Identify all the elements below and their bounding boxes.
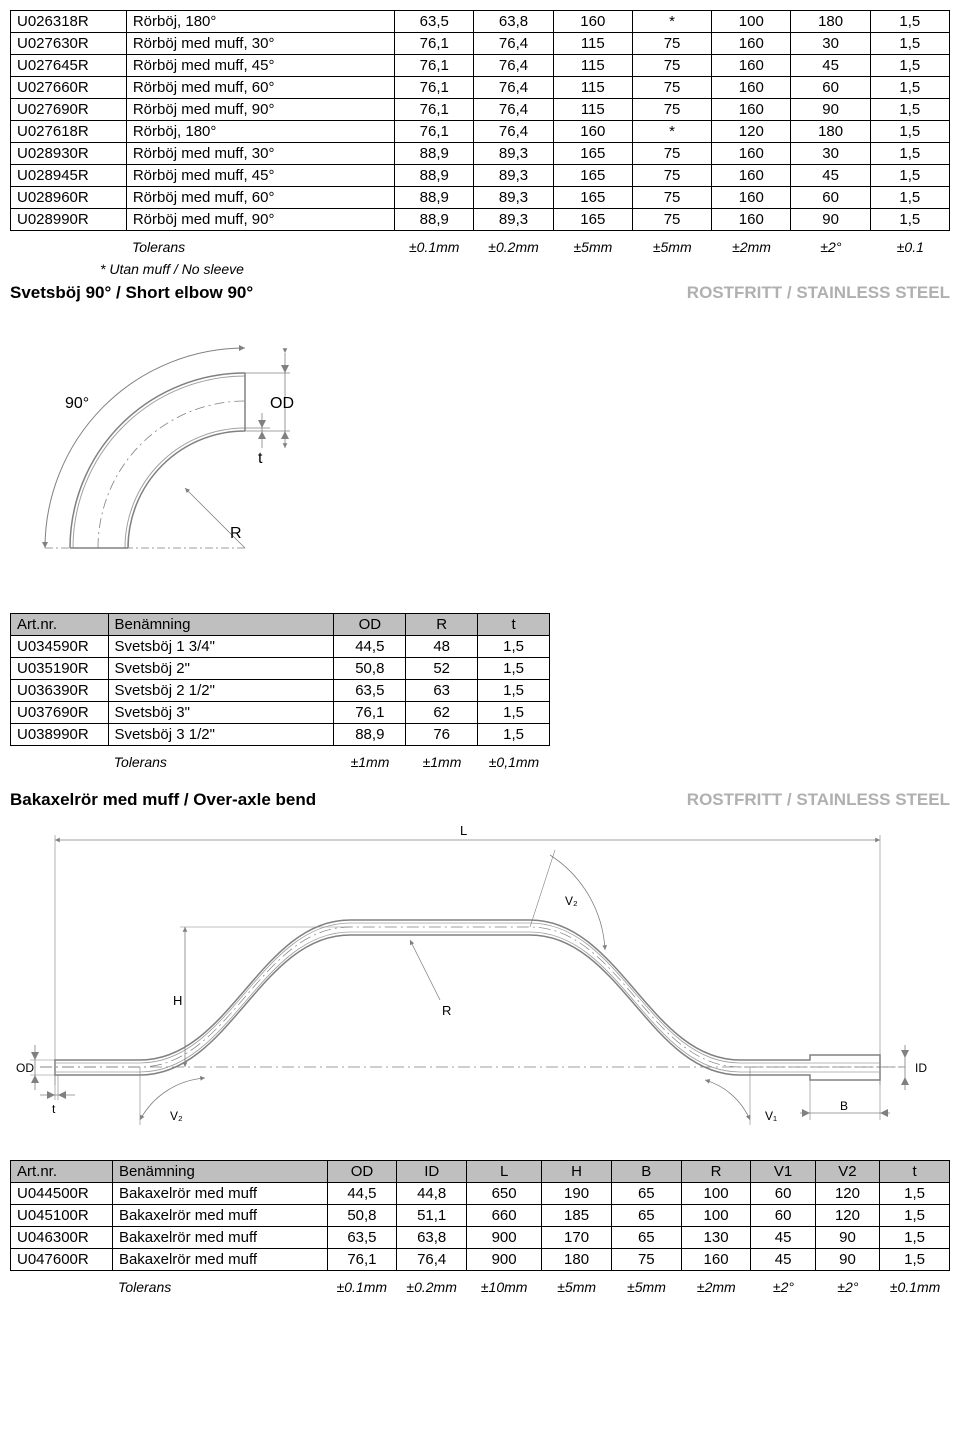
v2-label: V₂	[565, 894, 578, 908]
col-name: Benämning	[112, 1161, 327, 1183]
col-L: L	[467, 1161, 542, 1183]
table-row: U045100RBakaxelrör med muff50,851,166018…	[11, 1205, 950, 1227]
section-title-svetsboj: Svetsböj 90° / Short elbow 90° ROSTFRITT…	[10, 283, 950, 303]
od-label: OD	[270, 395, 294, 412]
table-row: U037690RSvetsböj 3"76,1621,5	[11, 702, 550, 724]
angle-label: 90°	[65, 395, 89, 412]
table-row: U034590RSvetsböj 1 3/4"44,5481,5	[11, 636, 550, 658]
table-row: U027630RRörböj med muff, 30°76,176,41157…	[11, 33, 950, 55]
r-label: R	[230, 525, 242, 542]
col-artnr: Art.nr.	[11, 1161, 113, 1183]
col-ID: ID	[397, 1161, 467, 1183]
table-row: U026318RRörböj, 180°63,563,8160*1001801,…	[11, 11, 950, 33]
id-label: ID	[915, 1061, 927, 1075]
col-H: H	[542, 1161, 612, 1183]
section-left-label: Svetsböj 90° / Short elbow 90°	[10, 283, 253, 303]
tolerans-label: Tolerans	[108, 750, 334, 772]
h-label: H	[173, 993, 182, 1008]
table-row: U027645RRörböj med muff, 45°76,176,41157…	[11, 55, 950, 77]
section-right-label: ROSTFRITT / STAINLESS STEEL	[687, 283, 950, 303]
col-artnr: Art.nr.	[11, 614, 109, 636]
t-label-2: t	[52, 1102, 56, 1116]
table-row: U027618RRörböj, 180°76,176,4160*1201801,…	[11, 121, 950, 143]
col-R: R	[681, 1161, 751, 1183]
col-name: Benämning	[108, 614, 334, 636]
table-row: U028945RRörböj med muff, 45°88,989,31657…	[11, 165, 950, 187]
tolerans-label: Tolerans	[112, 1275, 327, 1297]
table-row: U047600RBakaxelrör med muff76,176,490018…	[11, 1249, 950, 1271]
table-row: U046300RBakaxelrör med muff63,563,890017…	[11, 1227, 950, 1249]
v1-label: V₁	[765, 1109, 777, 1123]
r-label-2: R	[442, 1003, 451, 1018]
tolerans-row-1: Tolerans±0.1mm±0.2mm±5mm±5mm±2mm±2°±0.1	[10, 235, 950, 257]
table-row: U028930RRörböj med muff, 30°88,989,31657…	[11, 143, 950, 165]
table-svetsboj: Art.nr.BenämningODRt U034590RSvetsböj 1 …	[10, 613, 550, 746]
table-row: U027660RRörböj med muff, 60°76,176,41157…	[11, 77, 950, 99]
diagram-elbow: 90° OD t R	[10, 313, 950, 593]
footnote-1: * Utan muff / No sleeve	[100, 261, 950, 277]
col-t: t	[880, 1161, 950, 1183]
b-label: B	[840, 1099, 848, 1113]
tolerans-row-2: Tolerans±1mm±1mm±0,1mm	[10, 750, 550, 772]
col-R: R	[406, 614, 478, 636]
section-left-label: Bakaxelrör med muff / Over-axle bend	[10, 790, 316, 810]
col-OD: OD	[334, 614, 406, 636]
col-t: t	[478, 614, 550, 636]
col-B: B	[611, 1161, 681, 1183]
table-bakaxel: Art.nr.BenämningODIDLHBRV1V2t U044500RBa…	[10, 1160, 950, 1271]
table-row: U044500RBakaxelrör med muff44,544,865019…	[11, 1183, 950, 1205]
section-title-bakaxel: Bakaxelrör med muff / Over-axle bend ROS…	[10, 790, 950, 810]
tolerans-label: Tolerans	[126, 235, 395, 257]
tolerans-row-3: Tolerans±0.1mm±0.2mm±10mm±5mm±5mm±2mm±2°…	[10, 1275, 950, 1297]
col-V1: V1	[751, 1161, 815, 1183]
v2-label-b: V₂	[170, 1109, 183, 1123]
table-row: U038990RSvetsböj 3 1/2"88,9761,5	[11, 724, 550, 746]
col-V2: V2	[815, 1161, 879, 1183]
table-row: U028990RRörböj med muff, 90°88,989,31657…	[11, 209, 950, 231]
table-row: U028960RRörböj med muff, 60°88,989,31657…	[11, 187, 950, 209]
t-label: t	[258, 450, 263, 467]
diagram-overaxle: L V₂ H R OD ID t V₂ V₁ B	[10, 820, 950, 1140]
od-label-2: OD	[16, 1061, 34, 1075]
col-OD: OD	[327, 1161, 397, 1183]
table-rorboj: U026318RRörböj, 180°63,563,8160*1001801,…	[10, 10, 950, 231]
table-row: U027690RRörböj med muff, 90°76,176,41157…	[11, 99, 950, 121]
l-label: L	[460, 823, 467, 838]
table-row: U035190RSvetsböj 2"50,8521,5	[11, 658, 550, 680]
table-row: U036390RSvetsböj 2 1/2"63,5631,5	[11, 680, 550, 702]
section-right-label: ROSTFRITT / STAINLESS STEEL	[687, 790, 950, 810]
